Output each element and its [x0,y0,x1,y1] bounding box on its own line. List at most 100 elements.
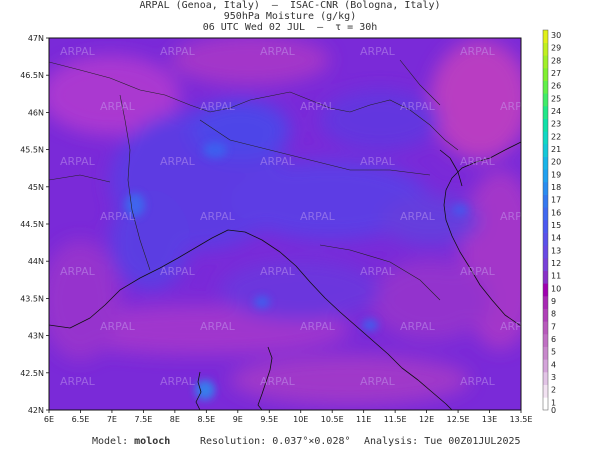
watermark-text: ARPAL [360,375,396,388]
colorbar-swatch [543,384,548,398]
colorbar-label: 23 [551,120,561,129]
colorbar-swatch [543,156,548,170]
colorbar-swatch [543,258,548,271]
colorbar-label: 6 [551,335,556,344]
coastline-lines [49,141,521,410]
colorbar-swatch [543,93,548,107]
colorbar-label: 13 [551,246,561,255]
colorbar-label: 7 [551,322,556,331]
colorbar-label: 17 [551,196,561,205]
lon-tick-label: 8.5E [197,415,215,424]
footer-resolution: Resolution: 0.037°×0.028° [200,436,351,447]
colorbar-label: 24 [551,107,561,116]
colorbar-frame [542,29,549,411]
colorbar-swatch [543,55,548,69]
lon-tick-label: 7E [107,415,117,424]
colorbar-label: 20 [551,158,561,167]
watermark-text: ARPAL [400,100,436,113]
watermark-text: ARPAL [500,320,536,333]
watermark-text: ARPAL [300,100,336,113]
colorbar [542,29,549,411]
lat-tick-label: 46.5N [20,71,44,80]
watermark-text: ARPAL [360,45,396,58]
colorbar-label: 4 [551,360,556,369]
colorbar-swatch [543,321,548,335]
colorbar-label: 16 [551,208,561,217]
watermark-text: ARPAL [60,265,96,278]
watermark-text: ARPAL [460,265,496,278]
watermark-text: ARPAL [260,155,296,168]
lon-tick-label: 12.5E [447,415,470,424]
colorbar-label: 0 [551,406,556,415]
colorbar-swatch [543,68,548,81]
colorbar-label: 14 [551,234,561,243]
colorbar-label: 15 [551,221,561,230]
watermark-text: ARPAL [100,320,136,333]
lon-tick-label: 10E [293,415,308,424]
watermark-text: ARPAL [360,155,396,168]
footer-analysis: Analysis: Tue 00Z01JUL2025 [364,436,521,447]
lon-tick-label: 9E [233,415,243,424]
lon-tick-label: 12E [419,415,434,424]
lon-tick-label: 6E [44,415,54,424]
colorbar-label: 2 [551,386,556,395]
watermark-text: ARPAL [460,45,496,58]
watermark-text: ARPAL [60,375,96,388]
colorbar-label: 22 [551,132,561,141]
lat-tick-label: 45N [28,183,44,192]
watermark-text: ARPAL [500,210,536,223]
border-lines [49,59,459,301]
colorbar-swatch [543,169,548,183]
colorbar-swatch [543,182,548,195]
colorbar-label: 25 [551,94,561,103]
colorbar-label: 29 [551,44,561,53]
colorbar-label: 5 [551,348,556,357]
watermark-text: ARPAL [400,210,436,223]
lon-tick-label: 10.5E [321,415,344,424]
watermark-text: ARPAL [260,375,296,388]
watermark-text: ARPAL [160,375,196,388]
colorbar-label: 30 [551,31,561,40]
header-variable: 950hPa Moisture (g/kg) [223,11,357,22]
lat-tick-label: 42.5N [20,369,44,378]
colorbar-swatch [543,194,548,208]
colorbar-label: 18 [551,183,561,192]
colorbar-label: 11 [551,272,561,281]
lat-tick-label: 44.5N [20,220,44,229]
colorbar-swatch [543,245,548,259]
watermark-text: ARPAL [60,45,96,58]
watermark-text: ARPAL [300,320,336,333]
watermark-text: ARPAL [160,155,196,168]
colorbar-swatch [543,118,548,132]
colorbar-swatch [543,346,548,360]
colorbar-swatch [543,296,548,309]
colorbar-swatch [543,80,548,94]
colorbar-label: 27 [551,69,561,78]
watermark-text: ARPAL [260,265,296,278]
watermark-text: ARPAL [260,45,296,58]
colorbar-swatch [543,232,548,246]
longitude-ticks: 6E 6.5E 7E 7.5E 8E 8.5E 9E 9.5E 10E 10.5E 11E 11.5E… [44,410,533,424]
lat-tick-label: 47N [28,34,44,43]
header-institutions: ARPAL (Genoa, Italy) — ISAC-CNR (Bologna… [139,0,441,11]
colorbar-label: 21 [551,145,561,154]
colorbar-label: 1 [551,398,556,407]
colorbar-swatch [543,106,548,119]
lat-tick-label: 45.5N [20,146,44,155]
latitude-ticks: 47N 46.5N 46N 45.5N 45N 44.5N 44N 43.5N 43N 42.5N… [20,34,49,415]
lon-tick-label: 7.5E [135,415,153,424]
colorbar-swatch [543,144,548,157]
model-value: moloch [134,436,171,447]
watermark-text: ARPAL [500,100,536,113]
colorbar-swatch [543,372,548,385]
watermark-text: ARPAL [360,265,396,278]
watermark-text: ARPAL [200,100,236,113]
watermark-text: ARPAL [160,45,196,58]
colorbar-swatch [543,270,548,284]
colorbar-labels: 3029282726252423222120191817161514131211… [551,31,561,415]
lat-tick-label: 44N [28,257,44,266]
watermark-text: ARPAL [400,320,436,333]
colorbar-swatch [543,220,548,233]
lon-tick-label: 13.5E [510,415,533,424]
colorbar-label: 10 [551,284,561,293]
